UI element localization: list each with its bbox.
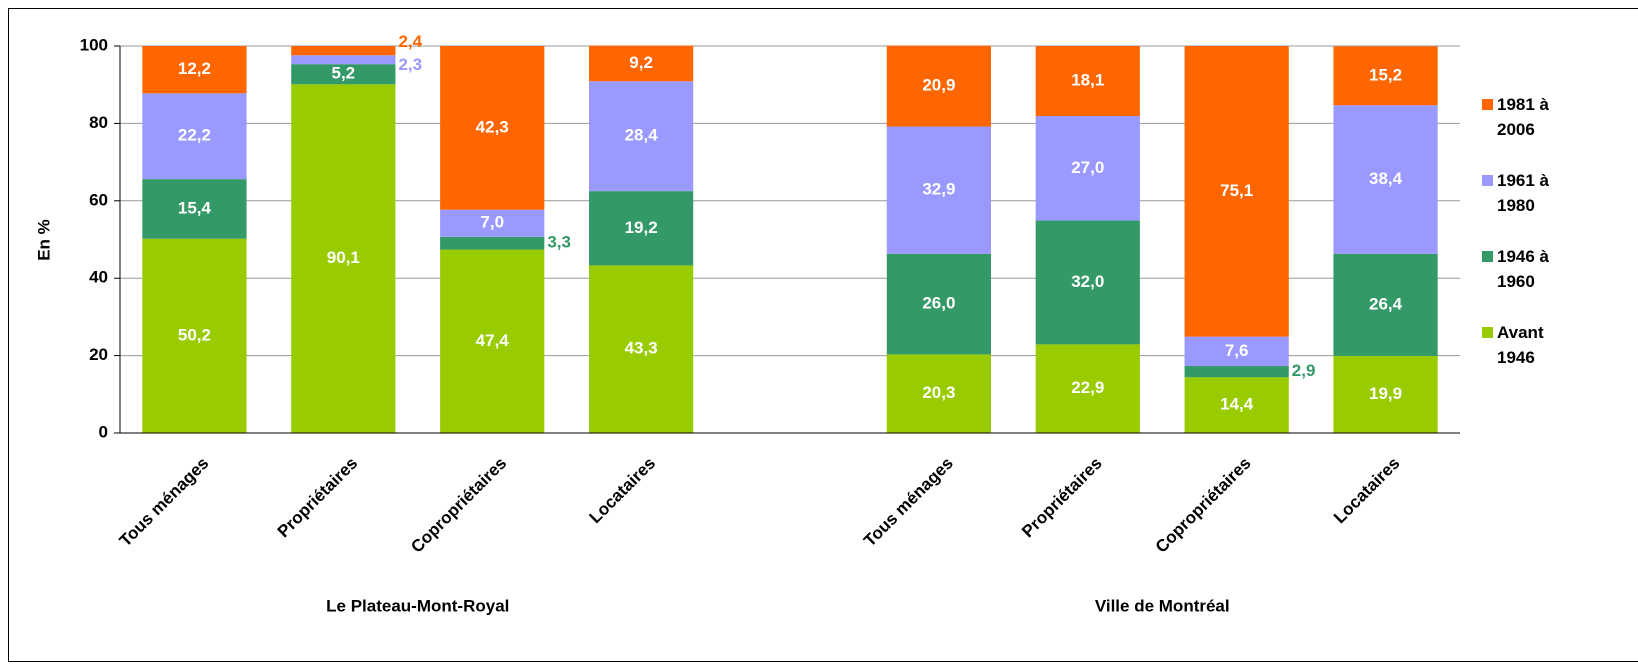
legend-swatch [1482,99,1493,110]
legend-label: Avant 1946 [1497,323,1544,367]
value-label: 43,3 [625,339,658,358]
bar-segment [1333,105,1438,254]
bar-segment [886,253,991,355]
legend-swatch [1482,251,1493,262]
value-label: 32,9 [922,180,955,199]
value-label: 2,3 [398,55,422,74]
value-label: 7,6 [1225,341,1249,360]
value-label: 9,2 [629,53,653,72]
bar-segment [291,55,396,65]
chart-border [8,8,1638,662]
group-label: Le Plateau-Mont-Royal [326,596,509,615]
legend-swatch [1482,327,1493,338]
bar-segment [1184,336,1289,367]
x-tick-label: Copropriétaires [1152,454,1255,557]
bar-segment [440,249,545,433]
value-label: 47,4 [476,331,510,350]
bar-segment [1035,220,1140,345]
value-label: 7,0 [480,213,504,232]
value-label: 12,2 [178,59,211,78]
legend-label: 1981 à 2006 [1497,95,1549,139]
value-label: 15,2 [1369,65,1402,84]
y-tick-label: 80 [89,113,108,132]
legend-swatch [1482,175,1493,186]
bar-segment [589,45,694,82]
value-label: 28,4 [625,126,659,145]
value-label: 20,3 [922,383,955,402]
value-label: 14,4 [1220,395,1254,414]
bar-segment [440,46,545,210]
value-label: 42,3 [476,117,509,136]
bar-segment [1333,46,1438,106]
value-label: 2,9 [1292,361,1316,380]
bar-segment [1035,344,1140,433]
bar-segment [142,46,247,94]
value-label: 32,0 [1071,272,1104,291]
value-label: 90,1 [327,248,360,267]
value-label: 18,1 [1071,71,1104,90]
x-tick-label: Propriétaires [274,454,362,542]
bar-segment [886,354,991,433]
bar-segment [886,126,991,254]
bar-segment [1184,366,1289,378]
bar-segment [886,45,991,127]
bar-segment [589,265,694,433]
x-tick-label: Propriétaires [1018,454,1106,542]
bar-segment [291,84,396,434]
y-tick-label: 100 [80,35,108,54]
bar-segment [589,191,694,266]
value-label: 50,2 [178,325,211,344]
bar-segment [1333,253,1438,356]
bar-segment [291,46,396,56]
bar-segment [142,93,247,180]
bar-segment [1184,377,1289,433]
value-label: 19,9 [1369,384,1402,403]
value-label: 75,1 [1220,181,1253,200]
y-tick-label: 20 [89,345,108,364]
bar-segment [1184,46,1289,337]
bar-segment [291,64,396,85]
value-label: 2,4 [398,32,422,51]
value-label: 20,9 [922,76,955,95]
bar-segment [1333,355,1438,433]
bar-segment [440,209,545,237]
value-label: 22,2 [178,126,211,145]
value-label: 22,9 [1071,378,1104,397]
value-label: 5,2 [332,64,356,83]
y-tick-label: 40 [89,268,108,287]
value-label: 27,0 [1071,158,1104,177]
value-label: 26,0 [922,294,955,313]
bar-segment [142,238,247,433]
group-label: Ville de Montréal [1095,596,1230,615]
bar-segment [589,81,694,192]
value-label: 15,4 [178,198,212,217]
x-tick-label: Tous ménages [860,454,957,551]
legend-label: 1961 à 1980 [1497,171,1549,215]
y-tick-label: 0 [99,422,108,441]
bar-segment [142,179,247,239]
x-tick-label: Copropriétaires [407,454,510,557]
legend-label: 1946 à 1960 [1497,247,1549,291]
x-tick-label: Locataires [1330,454,1404,528]
value-label: 3,3 [547,233,571,252]
y-tick-label: 60 [89,190,108,209]
bar-segment [1035,46,1140,117]
x-tick-label: Locataires [586,454,660,528]
value-label: 19,2 [625,218,658,237]
value-label: 38,4 [1369,169,1403,188]
value-label: 26,4 [1369,294,1403,313]
x-tick-label: Tous ménages [116,454,213,551]
bar-segment [440,236,545,250]
y-axis-label: En % [34,219,53,261]
bar-segment [1035,116,1140,221]
